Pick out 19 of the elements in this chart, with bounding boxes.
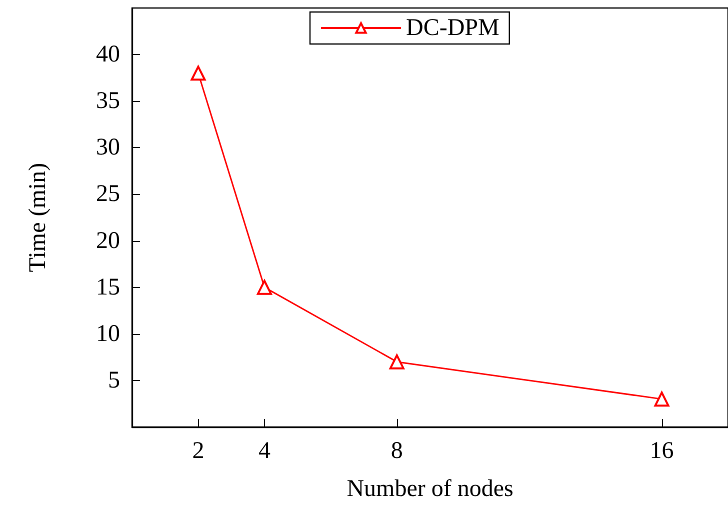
point: [190, 66, 206, 81]
x-tick-label: 16: [650, 438, 674, 464]
point: [389, 354, 404, 370]
y-tick-label: 35: [96, 88, 120, 114]
point: [654, 392, 670, 407]
y-tick-label: 10: [96, 320, 120, 347]
y-axis-title: Time (min): [25, 162, 51, 272]
x-axis-title: Number of nodes: [346, 476, 514, 502]
y-tick-label: 5: [108, 367, 120, 394]
y-tick-label: 30: [96, 134, 120, 161]
x-tick-label: 8: [390, 438, 403, 464]
y-tick-label: 15: [96, 274, 120, 300]
y-tick-label: 25: [96, 181, 120, 208]
y-tick-label: 20: [96, 228, 120, 254]
legend-label: DC-DPM: [406, 15, 500, 41]
x-tick-label: 4: [258, 438, 270, 464]
x-tick-label: 2: [192, 438, 204, 464]
point: [256, 280, 272, 295]
y-tick-label: 40: [96, 42, 120, 68]
